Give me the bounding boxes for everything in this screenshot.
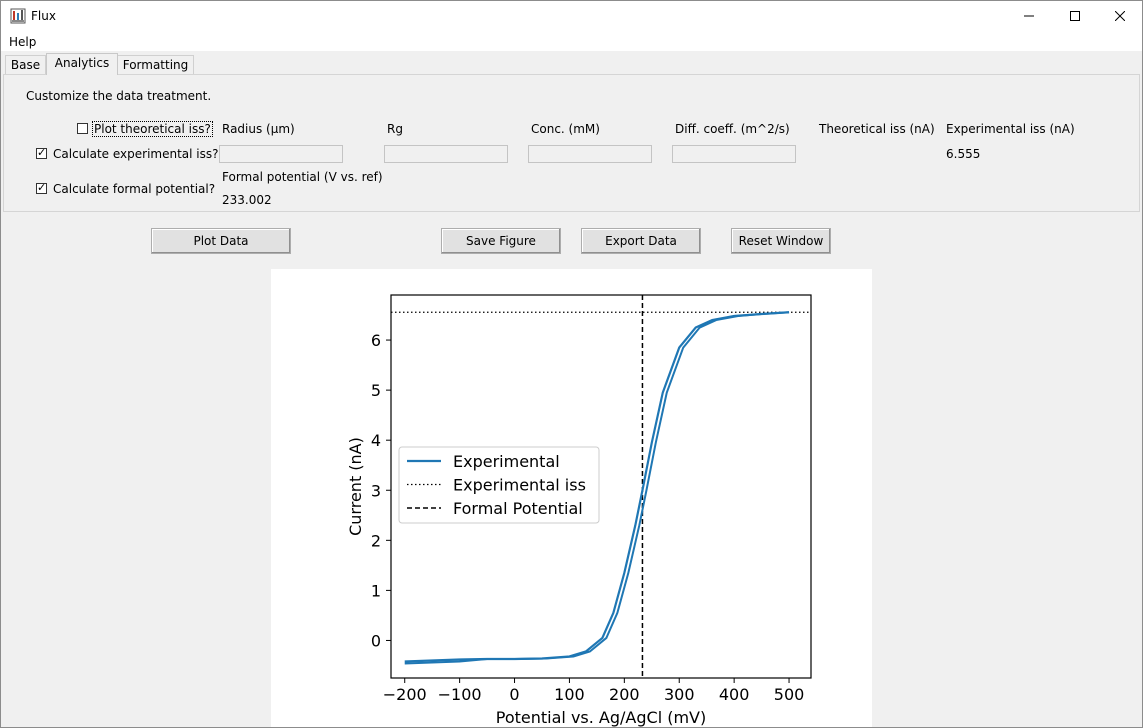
calc-formal-label[interactable]: Calculate formal potential? <box>53 182 216 196</box>
chart-svg: −200 −100 0 100 200 300 400 500 0 1 2 3 4 5 6 Potential… <box>346 294 812 727</box>
radius-input[interactable] <box>219 145 343 163</box>
experimental-iss-label: Experimental iss (nA) <box>946 122 1075 136</box>
menu-help[interactable]: Help <box>9 35 37 49</box>
diff-coeff-input[interactable] <box>672 145 796 163</box>
calc-formal-checkbox[interactable] <box>36 181 47 194</box>
diff-coeff-label: Diff. coeff. (m^2/s) <box>675 122 790 136</box>
save-figure-button[interactable]: Save Figure <box>441 228 561 254</box>
experimental-curve-reverse <box>404 311 790 665</box>
y-tick-label: 2 <box>371 531 381 550</box>
conc-input[interactable] <box>528 145 652 163</box>
minimize-icon <box>1024 15 1034 17</box>
y-axis-label: Current (nA) <box>346 437 365 536</box>
tab-base[interactable]: Base <box>5 55 46 74</box>
y-tick-label: 3 <box>371 481 381 500</box>
tab-analytics[interactable]: Analytics <box>46 53 118 75</box>
tab-formatting[interactable]: Formatting <box>117 55 194 74</box>
export-data-button[interactable]: Export Data <box>581 228 701 254</box>
close-icon <box>1115 11 1125 21</box>
x-tick-label: 0 <box>509 685 519 704</box>
calc-experimental-label[interactable]: Calculate experimental iss? <box>53 147 219 161</box>
formal-potential-label: Formal potential (V vs. ref) <box>222 170 383 184</box>
y-tick-label: 4 <box>371 431 381 450</box>
x-tick-label: 500 <box>774 685 805 704</box>
plot-figure: −200 −100 0 100 200 300 400 500 0 1 2 3 4 5 6 Potential… <box>271 269 872 727</box>
plot-theoretical-label[interactable]: Plot theoretical iss? <box>92 121 213 137</box>
legend-formal-potential-label: Formal Potential <box>453 499 583 518</box>
plot-data-button[interactable]: Plot Data <box>151 228 291 254</box>
y-tick-label: 5 <box>371 381 381 400</box>
minimize-button[interactable] <box>1006 1 1052 31</box>
legend-experimental-label: Experimental <box>453 452 560 471</box>
formal-potential-value: 233.002 <box>222 193 272 207</box>
maximize-button[interactable] <box>1052 1 1098 31</box>
maximize-icon <box>1070 11 1080 21</box>
radius-label: Radius (μm) <box>222 122 295 136</box>
legend-experimental-iss-label: Experimental iss <box>453 476 586 495</box>
x-axis-label: Potential vs. Ag/AgCl (mV) <box>496 708 706 727</box>
rg-label: Rg <box>387 122 403 136</box>
reset-window-button[interactable]: Reset Window <box>731 228 831 254</box>
experimental-iss-value: 6.555 <box>946 147 981 161</box>
x-tick-label: 300 <box>664 685 695 704</box>
legend-box <box>398 446 600 524</box>
y-tick-label: 6 <box>371 331 381 350</box>
x-tick-label: 200 <box>609 685 640 704</box>
theoretical-iss-label: Theoretical iss (nA) <box>819 122 935 136</box>
x-tick-label: −100 <box>438 685 482 704</box>
menu-bar: Help <box>1 31 1142 51</box>
x-tick-label: −200 <box>383 685 427 704</box>
y-tick-label: 0 <box>371 631 381 650</box>
app-icon <box>10 8 26 24</box>
window-title: Flux <box>31 9 56 23</box>
title-bar[interactable]: Flux <box>1 1 1142 31</box>
plot-frame <box>390 294 812 679</box>
y-tick-label: 1 <box>371 581 381 600</box>
conc-label: Conc. (mM) <box>531 122 600 136</box>
plot-theoretical-label-text: Plot theoretical iss? <box>92 121 213 137</box>
x-tick-label: 100 <box>554 685 585 704</box>
x-tick-label: 400 <box>719 685 750 704</box>
analytics-panel: Customize the data treatment. Plot theor… <box>3 74 1140 212</box>
plot-theoretical-checkbox[interactable] <box>77 123 88 134</box>
close-button[interactable] <box>1097 1 1142 31</box>
panel-description: Customize the data treatment. <box>26 89 212 103</box>
calc-experimental-checkbox[interactable] <box>36 146 47 159</box>
rg-input[interactable] <box>384 145 508 163</box>
